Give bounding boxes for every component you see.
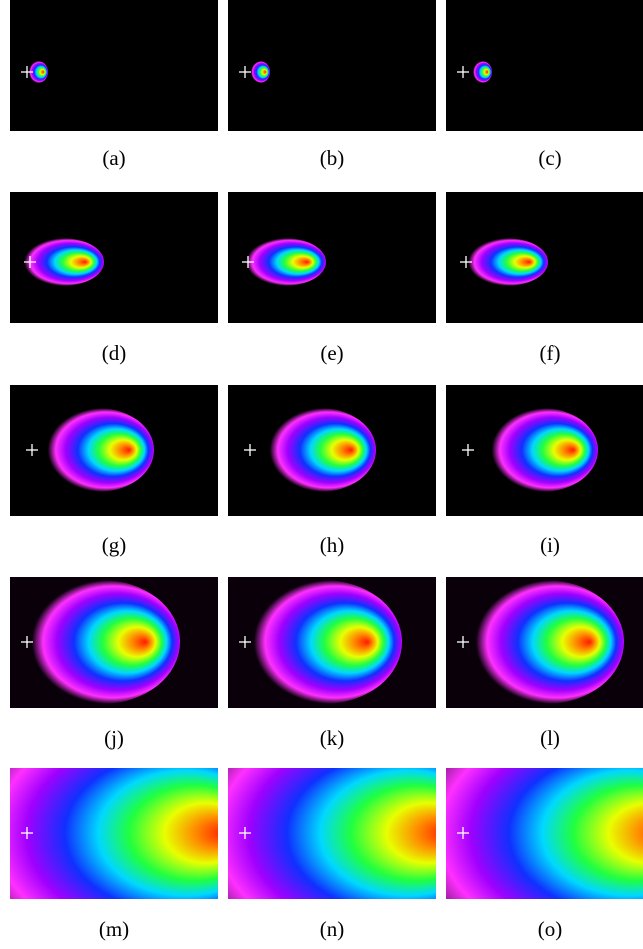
intensity-blob: [24, 580, 180, 704]
panel-image: [446, 577, 643, 708]
panel-image: [10, 577, 218, 708]
intensity-blob: [468, 580, 624, 704]
panel-label: (o): [538, 917, 563, 941]
panel-label: (a): [102, 146, 125, 170]
intensity-blob: [250, 61, 270, 83]
panel-label: (k): [320, 726, 345, 750]
panel-image: [228, 385, 436, 516]
panel-label: (m): [99, 917, 129, 941]
intensity-blob: [472, 61, 492, 83]
intensity-blob: [242, 238, 326, 286]
panel-label: (d): [102, 341, 127, 365]
figure: (a) (b) (c) (d) (e) (f) (g) (h) (i) (j) (k) (l) (m) (…: [0, 0, 643, 949]
panel-image: [10, 385, 218, 516]
panel-image: [446, 192, 643, 323]
panel-image: [10, 0, 218, 131]
intensity-blob: [42, 408, 154, 492]
panel-label: (b): [320, 146, 345, 170]
panel-label: (h): [320, 533, 345, 557]
intensity-blob: [264, 408, 376, 492]
panel-image: [228, 577, 436, 708]
panel-label: (i): [540, 533, 560, 557]
panel-label: (f): [540, 341, 561, 365]
panel-label: (l): [540, 726, 560, 750]
intensity-blob: [464, 238, 548, 286]
panel-label: (g): [102, 533, 127, 557]
panel-image: [228, 0, 436, 131]
panel-image: [10, 192, 218, 323]
intensity-blob: [486, 408, 598, 492]
panel-image: [446, 385, 643, 516]
figure-canvas: (a) (b) (c) (d) (e) (f) (g) (h) (i) (j) (k) (l) (m) (…: [0, 0, 643, 949]
panel-label: (e): [320, 341, 343, 365]
intensity-blob: [246, 580, 402, 704]
panel-label: (c): [538, 146, 561, 170]
panel-label: (n): [320, 917, 345, 941]
panel-image: [228, 192, 436, 323]
panel-image: [446, 0, 643, 131]
panel-label: (j): [104, 726, 124, 750]
